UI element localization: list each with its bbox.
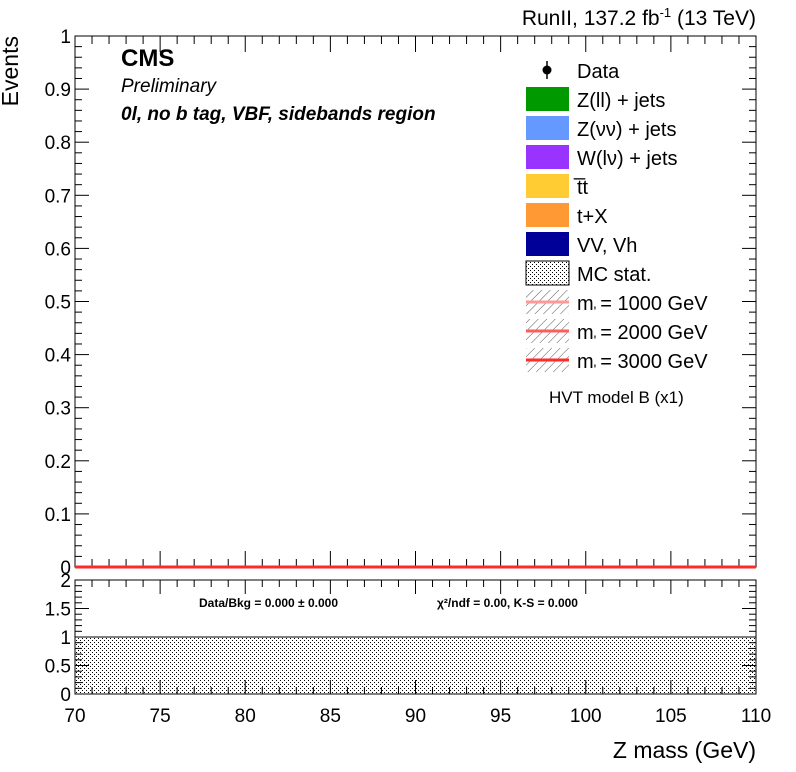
- legend-entry: Z(νν) + jets: [526, 116, 676, 141]
- main-y-tick-label: 0.3: [45, 399, 71, 420]
- legend-swatch: [526, 145, 569, 169]
- lumi-label: RunII, 137.2 fb-1 (13 TeV): [522, 5, 756, 30]
- legend-swatch-hatch: [525, 260, 570, 286]
- main-y-tick-labels: 0 0.1 0.2 0.3 0.4 0.5 0.6 0.7 0.8 0.9 1: [45, 27, 72, 579]
- x-tick-label: 75: [150, 706, 171, 727]
- legend-entry: Data: [542, 61, 620, 83]
- x-tick-label: 90: [405, 706, 426, 727]
- legend-label: W(lν) + jets: [577, 148, 678, 170]
- legend-entry: t+X: [526, 203, 608, 228]
- experiment-label: CMS: [121, 45, 174, 72]
- legend-label: m' = 2000 GeV: [577, 322, 708, 348]
- status-label: Preliminary: [121, 76, 218, 97]
- ratio-data-bkg-text: Data/Bkg = 0.000 ± 0.000: [199, 596, 338, 610]
- main-y-tick-label: 0.4: [45, 346, 72, 367]
- main-y-tick-label: 0.5: [45, 293, 71, 314]
- main-y-tick-label: 1: [60, 27, 71, 48]
- legend-label: Z(νν) + jets: [577, 119, 676, 141]
- x-tick-label: 105: [655, 706, 687, 727]
- main-y-tick-label: 0.8: [45, 133, 71, 154]
- x-tick-label: 110: [741, 706, 771, 727]
- legend-swatch: [526, 116, 569, 140]
- legend: Data Z(ll) + jets Z(νν) + jets W(lν) + jets…: [525, 61, 708, 377]
- main-y-tick-label: 0.9: [45, 80, 71, 101]
- legend-label: MC stat.: [577, 264, 651, 286]
- x-tick-labels: 70 75 80 85 90 95 100 105 110: [64, 706, 771, 727]
- legend-label: Data: [577, 61, 620, 83]
- main-y-tick-label: 0.7: [45, 186, 71, 207]
- legend-label: m' = 3000 GeV: [577, 351, 708, 377]
- ratio-y-tick-label: 2: [60, 571, 71, 592]
- x-tick-label: 95: [490, 706, 511, 727]
- main-y-tick-label: 0.2: [45, 452, 71, 473]
- main-y-tick-label: 0.6: [45, 239, 71, 260]
- model-label: HVT model B (x1): [549, 388, 684, 407]
- x-axis-title: Z mass (GeV): [613, 737, 756, 763]
- x-tick-label: 70: [64, 706, 85, 727]
- legend-entry: VV, Vh: [526, 232, 637, 257]
- legend-entry: MC stat.: [525, 260, 651, 286]
- legend-entry: Z(ll) + jets: [526, 87, 665, 112]
- legend-swatch: [526, 174, 569, 198]
- legend-swatch: [526, 232, 569, 256]
- legend-label: Z(ll) + jets: [577, 90, 665, 112]
- legend-label: VV, Vh: [577, 235, 637, 257]
- x-tick-label: 80: [235, 706, 256, 727]
- ratio-y-tick-label: 0.5: [45, 657, 71, 678]
- x-tick-label: 85: [320, 706, 341, 727]
- main-y-tick-label: 0.1: [45, 505, 71, 526]
- legend-entry: m' = 3000 GeV: [526, 348, 708, 377]
- legend-entry: m' = 1000 GeV: [526, 290, 708, 319]
- y-axis-title: Events: [0, 36, 23, 106]
- legend-label: t̅t: [574, 177, 589, 199]
- ratio-y-tick-label: 1.5: [45, 600, 71, 621]
- main-y-tick-label: 0: [60, 558, 71, 579]
- legend-entry: m' = 2000 GeV: [526, 319, 708, 348]
- legend-swatch: [526, 87, 569, 111]
- region-label: 0l, no b tag, VBF, sidebands region: [121, 104, 436, 125]
- ratio-y-tick-labels: 0 0.5 1 1.5 2: [45, 571, 71, 706]
- ratio-y-tick-label: 0: [60, 685, 71, 706]
- legend-entry: W(lν) + jets: [526, 145, 678, 170]
- ratio-chi2-text: χ²/ndf = 0.00, K-S = 0.000: [437, 596, 578, 610]
- ratio-y-tick-label: 1: [60, 628, 71, 649]
- x-tick-label: 100: [570, 706, 602, 727]
- legend-entry: t̅t: [526, 174, 589, 199]
- legend-swatch: [526, 203, 569, 227]
- legend-label: m' = 1000 GeV: [577, 293, 708, 319]
- ratio-axis-ticks: [74, 579, 757, 695]
- legend-label: t+X: [577, 206, 608, 228]
